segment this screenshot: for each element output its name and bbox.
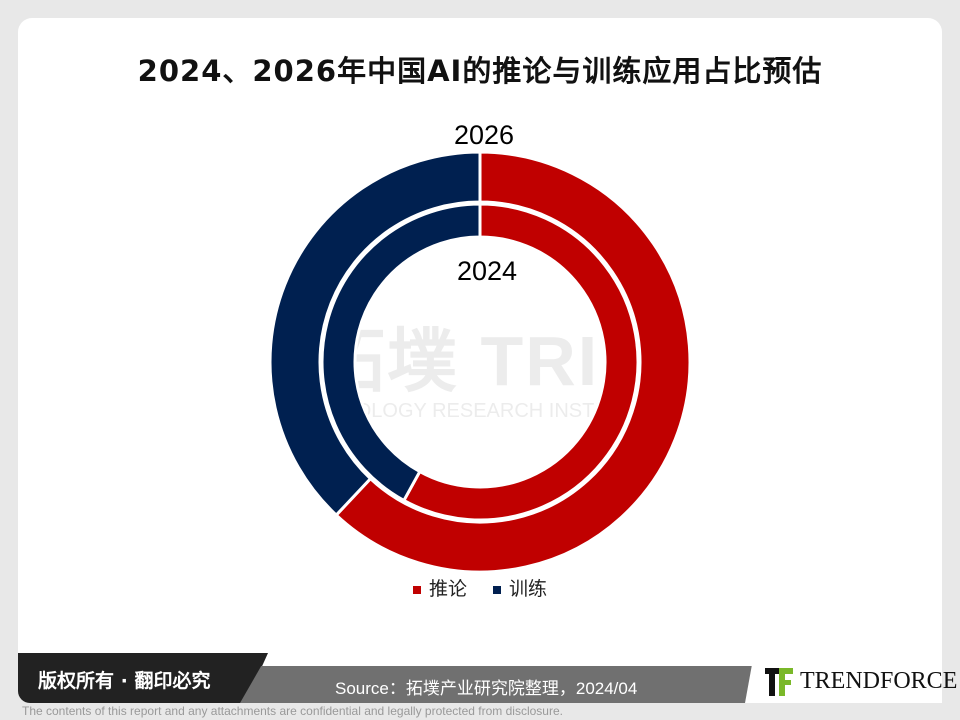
slice-2026-inference (334, 150, 692, 574)
legend-item-inference: 推论 (412, 578, 467, 600)
chart-title: 2024、2026年中国AI的推论与训练应用占比预估 (137, 54, 823, 88)
slice-2024-training (320, 202, 482, 503)
slice-2026-training (268, 150, 482, 518)
ring-label-inner: 2024 (456, 256, 518, 286)
trendforce-logo-icon (765, 668, 793, 696)
legend-swatch (493, 585, 502, 594)
legend-swatch (412, 585, 421, 594)
legend-item-training: 训练 (493, 578, 547, 600)
ring-label-outer: 2026 (453, 120, 515, 150)
copyright-text: 版权所有 · 翻印必究 (38, 670, 211, 692)
footer-dark-band (18, 653, 268, 703)
legend: 推论 训练 (0, 574, 960, 601)
source-text: Source：拓墣产业研究院整理，2024/04 (335, 679, 638, 698)
slice-2024-inference (401, 202, 640, 522)
footer-gray-band (240, 666, 770, 703)
trendforce-logo-text: TRENDFORCE (800, 668, 958, 694)
disclaimer: The contents of this report and any atta… (22, 704, 563, 718)
